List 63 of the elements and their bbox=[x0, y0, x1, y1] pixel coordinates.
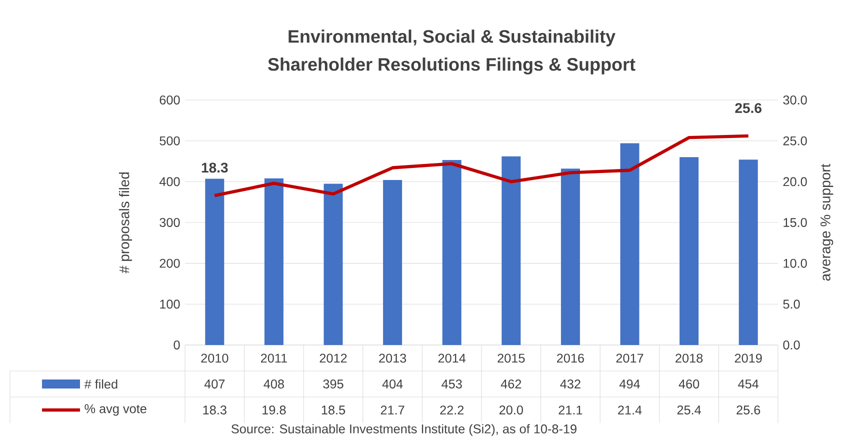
source-note: Source: Sustainable Investments Institute (Si2), as of 10-8-19 bbox=[232, 424, 576, 436]
x-tick-label: 2011 bbox=[260, 354, 287, 363]
data-label: 432 bbox=[560, 380, 580, 388]
x-tick-label: 2017 bbox=[616, 354, 644, 363]
annotation: 25.6 bbox=[735, 103, 762, 114]
data-label: 404 bbox=[382, 380, 403, 388]
bar bbox=[442, 160, 462, 345]
data-label: 494 bbox=[619, 380, 640, 388]
bar bbox=[680, 157, 699, 345]
y2-tick-label: 25.0 bbox=[783, 136, 807, 146]
y-axis-title: # proposals filed bbox=[118, 172, 132, 274]
data-label: 395 bbox=[323, 380, 344, 388]
annotation: 18.3 bbox=[202, 162, 228, 173]
chart-subtitle: Shareholder Resolutions Filings & Support bbox=[268, 58, 636, 74]
legend-label: % avg vote bbox=[84, 404, 146, 416]
y-tick-label: 600 bbox=[160, 96, 180, 104]
x-tick-label: 2014 bbox=[438, 354, 466, 363]
data-label: 408 bbox=[264, 380, 284, 388]
data-label: 18.3 bbox=[203, 406, 226, 414]
x-tick-label: 2012 bbox=[320, 354, 347, 363]
data-label: 19.8 bbox=[262, 406, 286, 414]
y2-tick-label: 0.0 bbox=[783, 340, 800, 350]
data-label: 453 bbox=[442, 380, 462, 388]
data-label: 462 bbox=[500, 380, 522, 388]
x-tick-label: 2019 bbox=[734, 354, 762, 363]
x-tick-label: 2018 bbox=[676, 354, 703, 363]
bar bbox=[560, 168, 580, 345]
y2-tick-label: 5.0 bbox=[783, 300, 800, 309]
y2-tick-label: 20.0 bbox=[783, 177, 807, 186]
bar bbox=[205, 178, 224, 345]
bar bbox=[502, 156, 521, 345]
data-label: 454 bbox=[738, 380, 759, 388]
x-tick-label: 2010 bbox=[201, 354, 228, 363]
y-tick-label: 200 bbox=[160, 258, 180, 268]
bar bbox=[738, 160, 758, 345]
data-label: 460 bbox=[678, 380, 700, 388]
x-tick-label: 2015 bbox=[498, 354, 525, 363]
x-tick-label: 2013 bbox=[379, 354, 406, 363]
y2-tick-label: 10.0 bbox=[784, 258, 807, 268]
x-tick-label: 2016 bbox=[556, 354, 584, 363]
y-tick-label: 500 bbox=[160, 136, 180, 146]
y-tick-label: 0 bbox=[174, 340, 180, 350]
bar bbox=[620, 143, 640, 345]
bar bbox=[324, 184, 343, 345]
data-label: 21.1 bbox=[558, 406, 582, 414]
data-label: 22.2 bbox=[440, 406, 464, 414]
y2-tick-label: 15.0 bbox=[784, 218, 807, 227]
data-label: 21.7 bbox=[380, 406, 404, 414]
y2-axis-title: average % support bbox=[820, 164, 834, 281]
y2-tick-label: 30.0 bbox=[783, 96, 807, 104]
legend-label: # filed bbox=[84, 379, 118, 389]
y-tick-label: 400 bbox=[159, 177, 180, 186]
chart-title: Environmental, Social & Sustainability bbox=[288, 30, 616, 46]
data-label: 21.4 bbox=[618, 406, 642, 414]
data-label: 18.5 bbox=[322, 406, 346, 414]
data-label: 25.4 bbox=[677, 406, 701, 414]
y-tick-label: 300 bbox=[160, 218, 180, 227]
y-tick-label: 100 bbox=[160, 300, 180, 309]
bar bbox=[264, 178, 284, 345]
data-label: 25.6 bbox=[736, 406, 760, 414]
data-label: 407 bbox=[204, 380, 225, 388]
data-label: 20.0 bbox=[499, 406, 523, 414]
bar bbox=[383, 180, 402, 345]
